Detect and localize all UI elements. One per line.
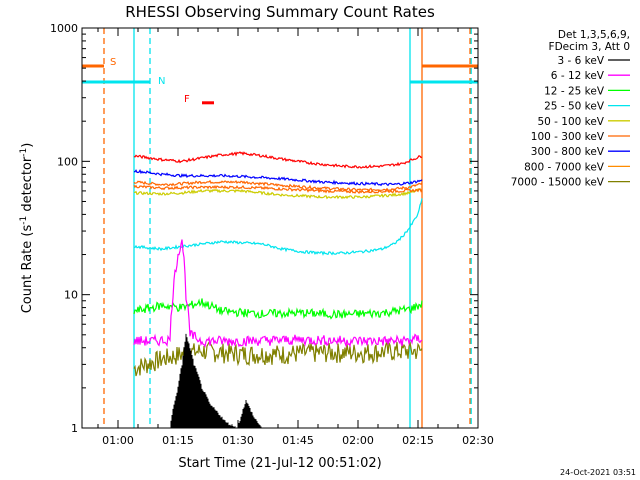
y-tick-label-1: 10 xyxy=(64,289,78,302)
x-tick-label-2: 01:30 xyxy=(222,434,254,447)
legend-label-1: 6 - 12 keV xyxy=(551,70,605,82)
y-axis-label-sup1: -1 xyxy=(19,216,29,225)
y-tick-label-2: 100 xyxy=(57,155,78,168)
series-line-7000-15000-kev xyxy=(133,341,423,377)
plot-content xyxy=(82,28,478,428)
legend-label-2: 12 - 25 keV xyxy=(544,85,605,97)
series-line-3-6-kev xyxy=(170,333,263,428)
legend-label-7: 800 - 7000 keV xyxy=(524,161,605,173)
y-axis-label-part3: ) xyxy=(20,143,35,148)
series-line-12-25-kev xyxy=(133,298,423,320)
series-line-red-top xyxy=(133,151,423,169)
y-tick-label-3: 1000 xyxy=(50,22,78,35)
y-axis-label-part2: detector xyxy=(20,156,35,216)
legend-label-0: 3 - 6 keV xyxy=(557,55,604,67)
legend-label-4: 50 - 100 keV xyxy=(537,116,604,128)
y-tick-label-0: 1 xyxy=(71,422,78,435)
x-tick-label-0: 01:00 xyxy=(102,434,134,447)
series-line-25-50-kev xyxy=(134,198,423,256)
series-line-100-300-kev xyxy=(133,179,423,193)
y-axis-label-part1: Count Rate (s xyxy=(20,225,35,314)
legend-label-6: 300 - 800 keV xyxy=(531,146,605,158)
x-tick-label-4: 02:00 xyxy=(342,434,374,447)
flag-label-N: N xyxy=(158,76,165,87)
series-line-800-7000-kev xyxy=(133,184,423,195)
axes: 1 10 100 1000 01:00 01:15 01:30 01:45 02:00 02:15… xyxy=(50,22,494,447)
legend: Det 1,3,5,6,9,FDecim 3, Att 0 3 - 6 keV 6 … xyxy=(511,29,630,189)
x-axis-label: Start Time (21-Jul-12 00:51:02) xyxy=(178,456,381,471)
chart-title: RHESSI Observing Summary Count Rates xyxy=(125,3,435,21)
plot-frame xyxy=(81,27,479,429)
x-tick-label-3: 01:45 xyxy=(282,434,314,447)
legend-label-5: 100 - 300 keV xyxy=(531,131,605,143)
x-tick-label-5: 02:15 xyxy=(402,434,434,447)
y-axis-label-sup2: -1 xyxy=(19,148,29,157)
series-line-300-800-kev xyxy=(133,169,423,187)
y-axis-label: Count Rate (s-1 detector-1) xyxy=(19,143,35,314)
plot-area: S N F xyxy=(82,28,478,428)
legend-label-3: 25 - 50 keV xyxy=(544,101,605,113)
legend-header-line-1: FDecim 3, Att 0 xyxy=(549,41,630,53)
x-tick-label-6: 02:30 xyxy=(462,434,494,447)
series-line-50-100-kev xyxy=(133,187,423,200)
flag-label-S: S xyxy=(110,57,116,68)
legend-header-line-0: Det 1,3,5,6,9, xyxy=(558,29,630,41)
flag-label-F: F xyxy=(184,94,190,105)
legend-label-8: 7000 - 15000 keV xyxy=(511,177,605,189)
series-line-6-12-kev xyxy=(133,239,423,348)
x-tick-label-1: 01:15 xyxy=(162,434,194,447)
footer-date: 24-Oct-2021 03:51 xyxy=(560,468,636,477)
